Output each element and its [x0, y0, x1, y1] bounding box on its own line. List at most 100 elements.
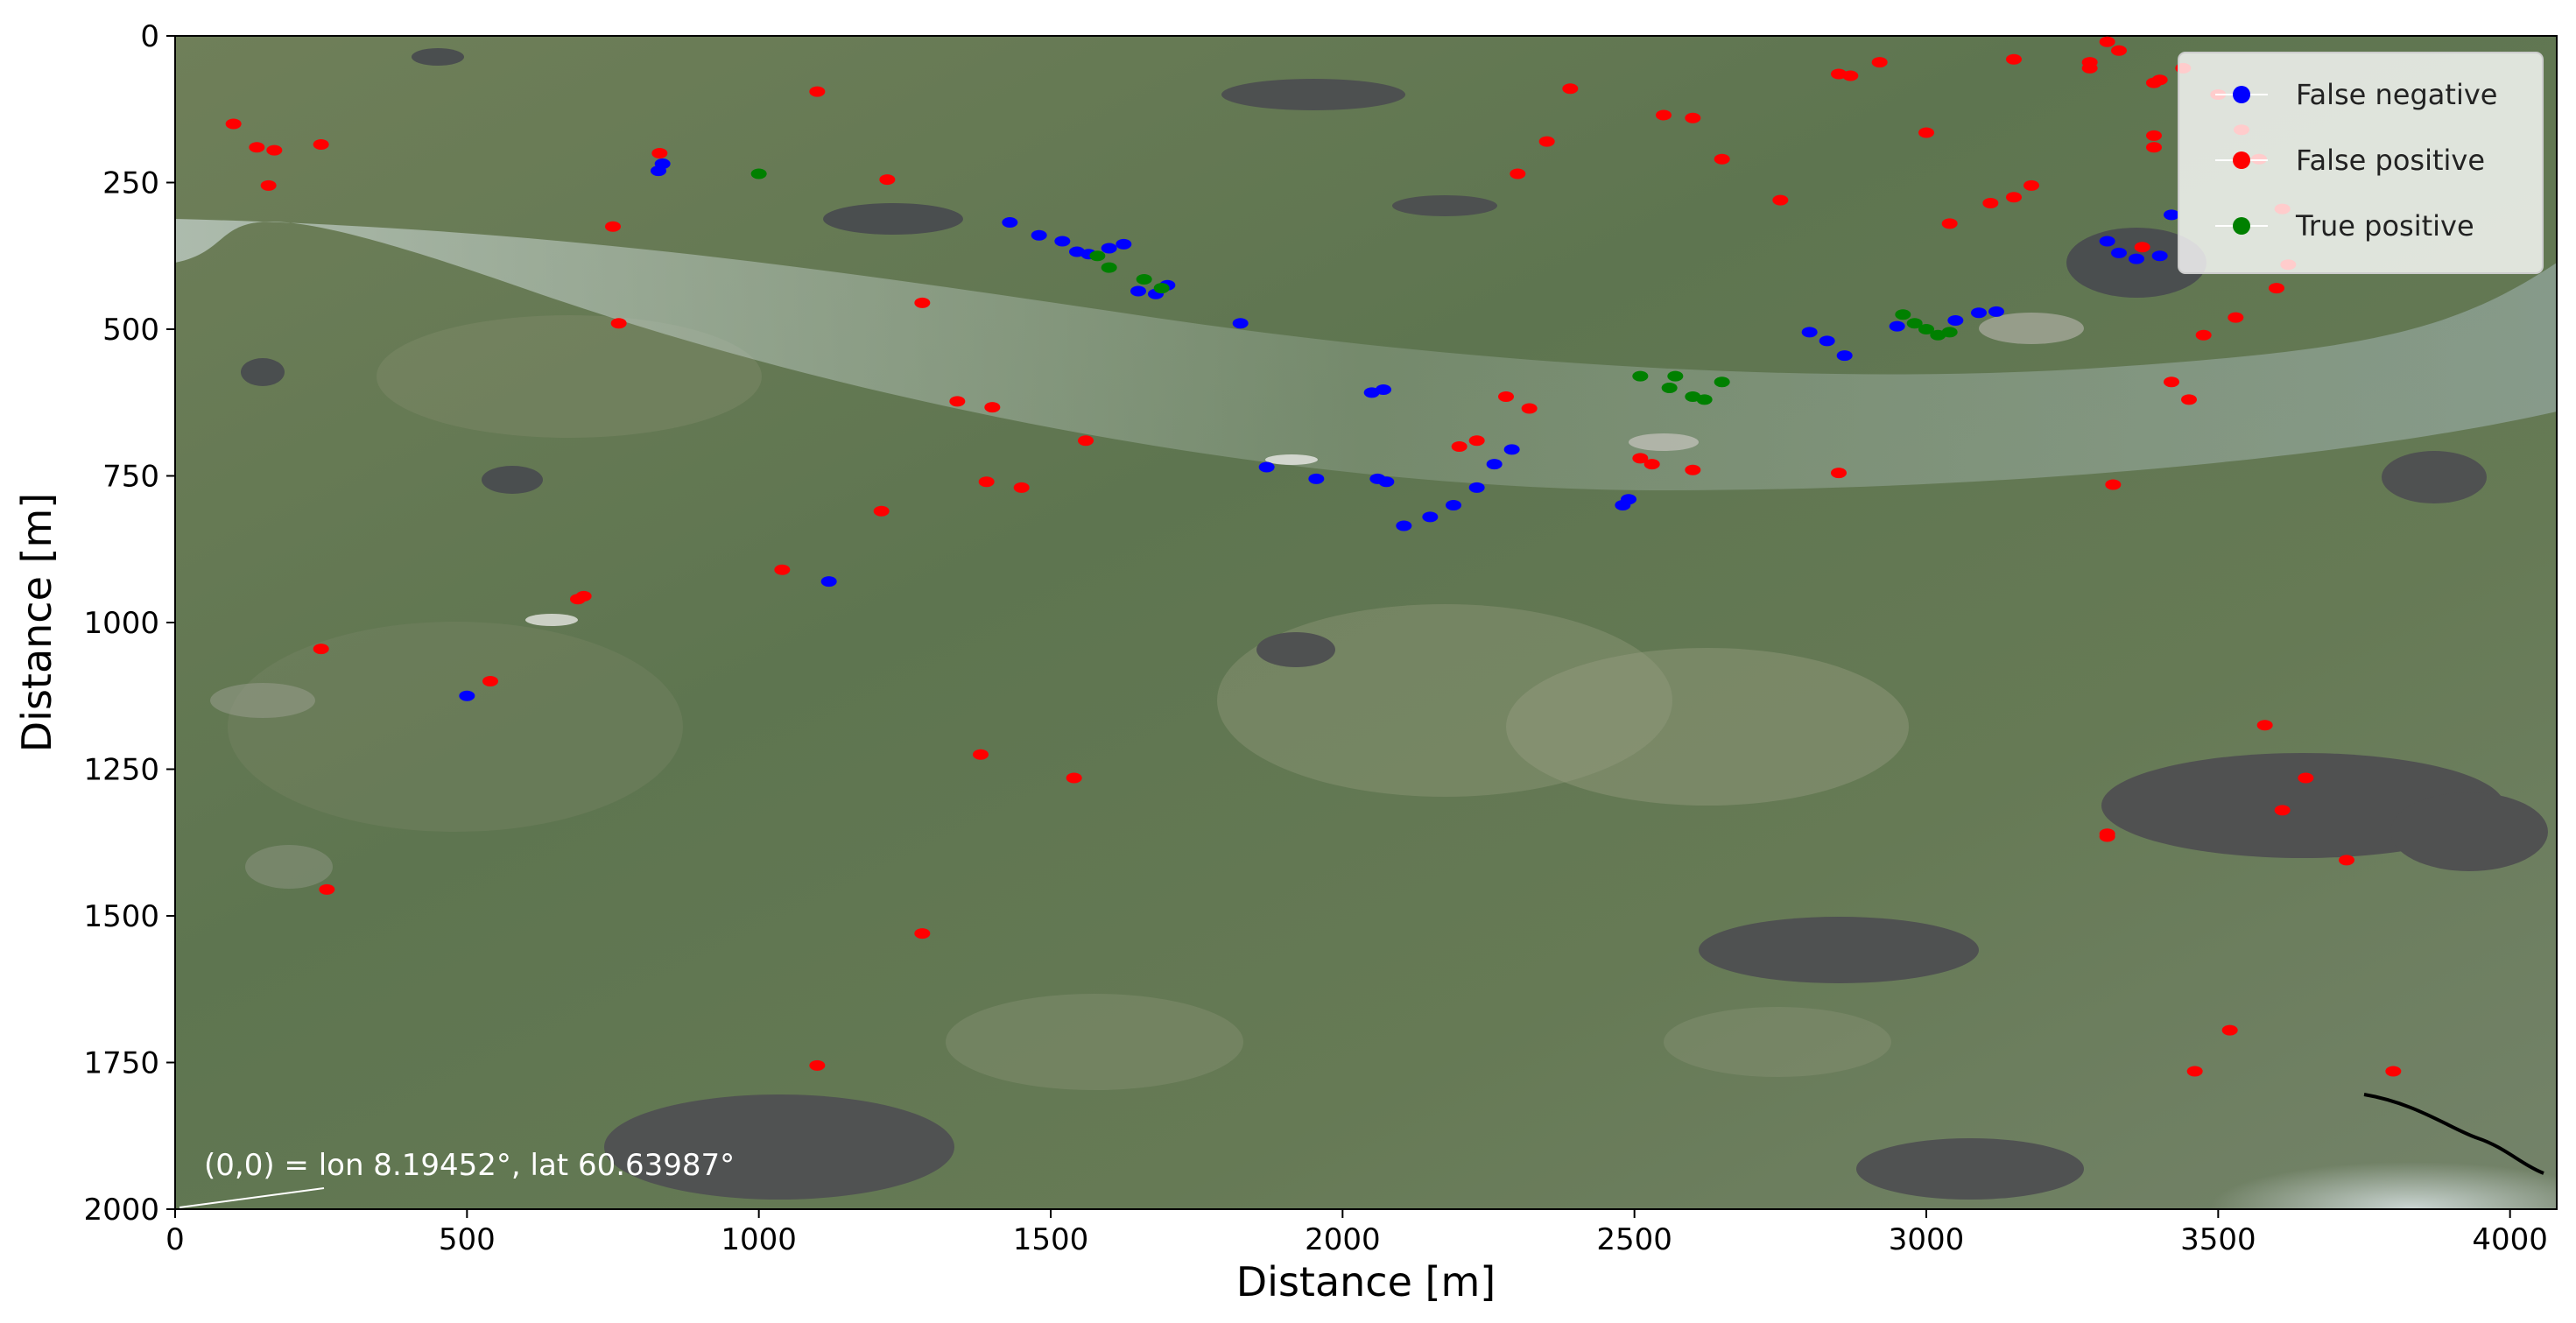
data-point [1889, 320, 1905, 332]
data-point [2274, 805, 2291, 816]
data-point [774, 564, 791, 575]
data-point [2129, 253, 2144, 264]
data-point [1621, 494, 1636, 505]
data-point [2099, 36, 2115, 47]
x-tick-label: 2000 [1305, 1222, 1381, 1257]
data-point [1941, 327, 1958, 338]
data-point [1918, 324, 1934, 334]
data-point [1136, 274, 1152, 285]
origin-arrow [179, 1187, 325, 1208]
legend-box [2178, 52, 2544, 274]
data-point [1078, 435, 1094, 447]
legend-label: False negative [2296, 78, 2497, 111]
x-tick-label: 3000 [1889, 1222, 1965, 1257]
x-tick-label: 3500 [2180, 1222, 2256, 1257]
data-point [2385, 1066, 2402, 1077]
y-axis-ticks: 0 250 500 750 1000 1250 1500 1750 2000 [83, 19, 175, 1228]
data-point [225, 118, 242, 130]
data-point [1101, 243, 1117, 254]
data-point [1538, 136, 1555, 147]
data-point [1941, 218, 1958, 229]
data-point [1842, 70, 1859, 81]
data-point [1446, 500, 1461, 510]
data-point [313, 644, 329, 655]
legend-marker [2233, 217, 2250, 235]
data-point [1130, 285, 1146, 297]
data-point [873, 505, 890, 517]
y-tick-label: 250 [102, 166, 159, 201]
data-point [1378, 476, 1395, 488]
data-point [2181, 394, 2197, 405]
data-point [1498, 391, 1514, 403]
data-point [1971, 307, 1987, 319]
data-point [984, 402, 1001, 413]
data-point [1486, 459, 1503, 470]
data-point [605, 221, 621, 232]
data-point [1801, 327, 1818, 338]
data-point [978, 476, 995, 488]
data-point [1308, 473, 1325, 484]
data-point [1982, 197, 1999, 208]
x-tick-label: 1500 [1013, 1222, 1089, 1257]
legend-marker [2233, 151, 2250, 169]
data-point [1661, 383, 1678, 393]
data-point [1510, 168, 1526, 179]
series-true-positive [750, 168, 1958, 405]
data-point [2269, 283, 2284, 294]
legend-label: True positive [2295, 209, 2474, 243]
data-point [1918, 127, 1934, 138]
data-point [1632, 370, 1649, 382]
data-point [1153, 283, 1170, 294]
data-point [1013, 482, 1030, 493]
data-point [1422, 511, 1439, 523]
data-point [1521, 403, 1538, 414]
data-point [1089, 250, 1106, 262]
y-tick-label: 500 [102, 313, 159, 348]
data-point [654, 158, 671, 170]
data-point [2111, 45, 2127, 56]
y-axis-label: Distance [m] [13, 493, 60, 752]
data-point [313, 138, 329, 150]
data-point [459, 690, 475, 701]
data-point [1002, 217, 1018, 229]
y-tick-label: 1500 [83, 899, 159, 934]
data-point [1772, 194, 1789, 206]
data-point [1685, 112, 1701, 123]
data-point [914, 297, 931, 308]
data-point [1468, 482, 1485, 493]
data-point [2023, 179, 2039, 191]
data-point [2151, 250, 2168, 262]
data-point [809, 1059, 826, 1071]
x-tick-label: 0 [165, 1222, 185, 1257]
x-axis-ticks: 0 500 1000 1500 2000 2500 3000 3500 4000 [165, 1209, 2548, 1257]
data-point [1714, 153, 1730, 165]
data-point [1101, 262, 1117, 273]
data-point [1503, 444, 1520, 455]
data-point [1031, 229, 1047, 241]
data-point [2256, 720, 2273, 731]
x-axis-label: Distance [m] [1236, 1258, 1496, 1305]
y-tick-label: 1750 [83, 1046, 159, 1081]
data-point [2195, 329, 2212, 341]
data-point [570, 594, 586, 605]
data-point [1258, 461, 1275, 473]
data-point [1685, 464, 1701, 475]
x-tick-label: 2500 [1596, 1222, 1672, 1257]
data-point [266, 144, 283, 156]
legend-label: False positive [2296, 144, 2485, 177]
data-point [260, 179, 277, 191]
data-point [2111, 247, 2127, 258]
data-point [1656, 109, 1672, 121]
data-point [482, 676, 498, 686]
data-point [1632, 453, 1649, 464]
data-point [2099, 236, 2115, 247]
data-point [1871, 57, 1888, 68]
y-tick-label: 750 [102, 460, 159, 495]
data-point [2006, 53, 2022, 65]
data-point [1714, 376, 1730, 388]
data-point [1906, 318, 1923, 329]
data-point [2146, 130, 2162, 141]
data-point [1562, 83, 1579, 95]
